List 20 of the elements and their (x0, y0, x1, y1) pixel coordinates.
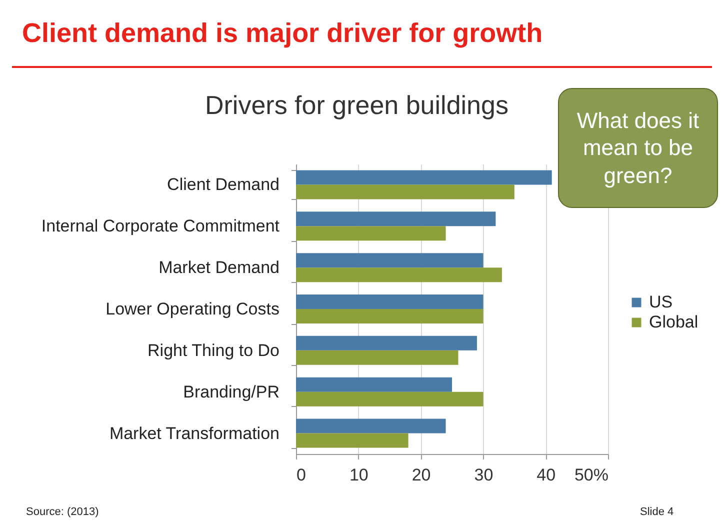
x-tick-label: 20 (412, 466, 431, 484)
source-note: Source: (2013) (26, 506, 99, 518)
x-tick-label: 40 (536, 466, 556, 484)
y-tick-label: Lower Operating Costs (106, 300, 280, 318)
chart-subtitle: Drivers for green buildings (205, 90, 508, 121)
y-tick-label: Internal Corporate Commitment (41, 216, 280, 236)
y-tick-label: Market Demand (158, 258, 280, 278)
legend-label: US (649, 292, 673, 312)
x-tick-label: 30 (474, 466, 494, 484)
annotation: What does it mean to be green? (558, 88, 718, 208)
y-tick-label: Client Demand (167, 175, 280, 194)
text: Slide 4 (640, 506, 674, 518)
x-tick-label: 0 (296, 466, 306, 484)
y-tick-label: Branding/PR (183, 382, 280, 402)
x-tick-label: 50% (574, 466, 608, 484)
y-tick-label: Market Transformation (109, 424, 280, 443)
y-tick-label: Right Thing to Do (148, 340, 280, 360)
legend-label: Global (649, 312, 698, 332)
x-tick-label: 10 (349, 466, 368, 484)
chart-title: Client demand is major driver for growth (22, 18, 543, 49)
